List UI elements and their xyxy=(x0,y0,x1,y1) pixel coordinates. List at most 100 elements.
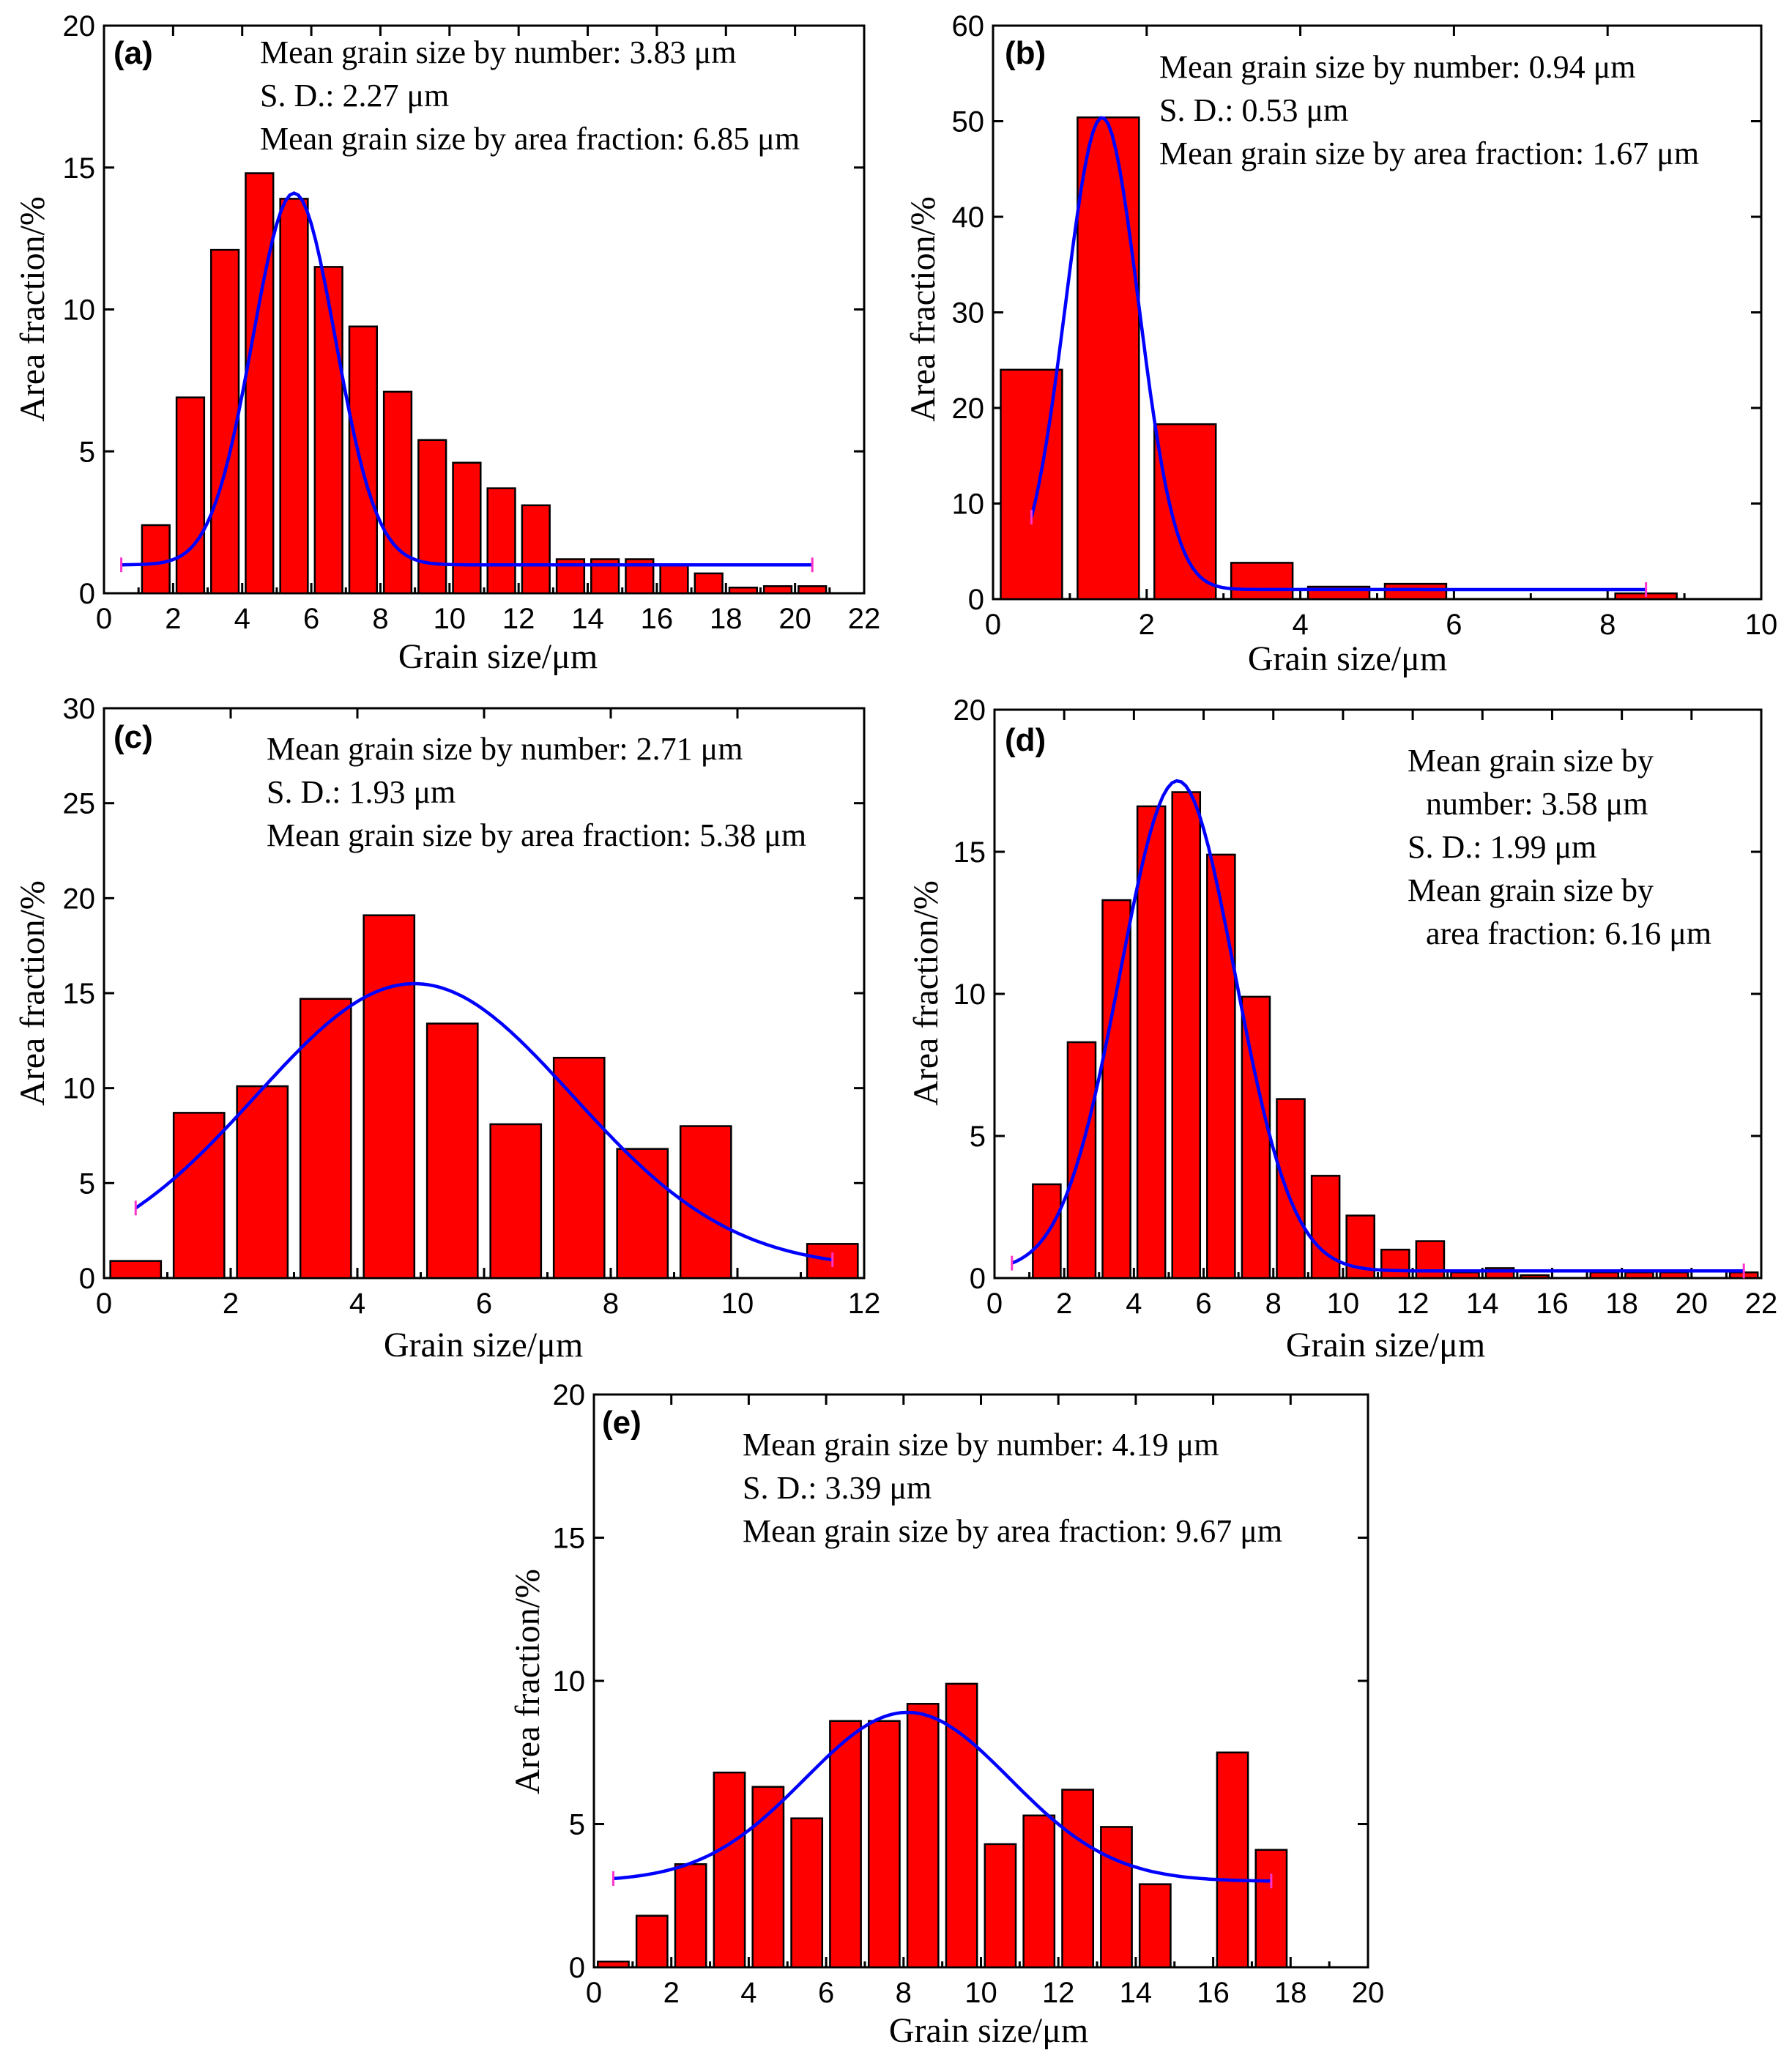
bar xyxy=(417,439,447,595)
x-tick-label: 4 xyxy=(1292,609,1308,641)
annotation-line: area fraction: 6.16 μm xyxy=(1426,916,1711,951)
x-tick-label: 12 xyxy=(1397,1288,1429,1320)
x-tick-label: 20 xyxy=(1676,1288,1709,1320)
x-tick-label: 0 xyxy=(985,609,1001,641)
x-tick-label: 2 xyxy=(663,1977,680,2009)
x-tick-label: 6 xyxy=(818,1977,834,2009)
bar xyxy=(1230,562,1294,601)
annotation-line: Mean grain size by xyxy=(1408,743,1654,779)
bar xyxy=(452,461,482,595)
bar xyxy=(679,1125,732,1280)
bar xyxy=(552,1056,606,1280)
x-tick-label: 12 xyxy=(1042,1977,1075,2009)
bar xyxy=(1206,853,1236,1280)
bar xyxy=(1066,1041,1097,1280)
bar xyxy=(1171,791,1202,1280)
y-tick-label: 10 xyxy=(553,1665,586,1698)
y-tick-label: 0 xyxy=(569,1952,585,1984)
annotation-line: Mean grain size by area fraction: 1.67 μ… xyxy=(1159,135,1699,171)
bar xyxy=(1136,805,1167,1280)
y-tick-label: 5 xyxy=(970,1121,986,1153)
y-axis-title: Area fraction/% xyxy=(13,196,52,422)
panel-label: (a) xyxy=(114,35,153,71)
bar xyxy=(299,998,352,1280)
bar xyxy=(1380,1248,1410,1280)
bar xyxy=(1241,995,1271,1280)
annotation-line: S. D.: 2.27 μm xyxy=(260,78,449,114)
y-tick-label: 5 xyxy=(79,436,95,468)
bar xyxy=(945,1682,978,1969)
x-tick-label: 8 xyxy=(1265,1288,1282,1320)
bar xyxy=(210,248,240,595)
y-tick-label: 15 xyxy=(63,152,96,185)
bar xyxy=(829,1720,862,1969)
x-tick-label: 6 xyxy=(1446,609,1462,641)
bar xyxy=(1520,1274,1550,1280)
panel-label: (e) xyxy=(602,1405,642,1441)
y-tick-label: 15 xyxy=(553,1523,586,1555)
x-tick-label: 8 xyxy=(603,1288,619,1320)
x-tick-label: 0 xyxy=(96,603,112,635)
fit-curve xyxy=(613,1710,1271,1883)
x-tick-label: 14 xyxy=(571,603,604,635)
bar xyxy=(521,504,551,595)
annotation-line: S. D.: 1.99 μm xyxy=(1408,829,1596,865)
x-axis-title: Grain size/μm xyxy=(384,1326,583,1364)
x-tick-label: 0 xyxy=(986,1288,1003,1320)
bar xyxy=(728,587,758,595)
bar xyxy=(363,914,416,1280)
x-tick-label: 10 xyxy=(721,1288,754,1320)
bar xyxy=(984,1843,1017,1969)
y-tick-label: 40 xyxy=(952,201,985,234)
x-tick-label: 0 xyxy=(586,1977,602,2009)
bar xyxy=(1254,1849,1288,1969)
annotation-line: Mean grain size by xyxy=(1408,872,1654,908)
x-tick-label: 16 xyxy=(1536,1288,1569,1320)
bar xyxy=(713,1771,746,1969)
x-tick-label: 20 xyxy=(1352,1977,1385,2009)
panel-label: (b) xyxy=(1005,35,1046,71)
bar xyxy=(1153,423,1217,601)
x-tick-label: 6 xyxy=(303,603,319,635)
bar xyxy=(597,1960,630,1969)
y-axis-title: Area fraction/% xyxy=(508,1569,547,1794)
x-tick-label: 8 xyxy=(896,1977,912,2009)
y-tick-label: 10 xyxy=(953,978,986,1011)
y-tick-label: 50 xyxy=(952,106,985,138)
panel-b: 0 10 20 30 40 50 60 0 2 4 6 8 10 (b) Mean grain siz… xyxy=(904,10,1777,678)
x-tick-label: 6 xyxy=(476,1288,492,1320)
x-axis-title: Grain size/μm xyxy=(1286,1326,1485,1364)
annotation-line: S. D.: 1.93 μm xyxy=(267,774,456,810)
bar xyxy=(1624,1271,1654,1280)
bar xyxy=(1216,1751,1249,1969)
annotation-line: S. D.: 3.39 μm xyxy=(743,1470,932,1506)
x-tick-label: 20 xyxy=(778,603,811,635)
bar xyxy=(906,1703,940,1969)
annotation-line: Mean grain size by area fraction: 5.38 μ… xyxy=(267,817,806,853)
y-tick-label: 60 xyxy=(952,10,985,42)
bar xyxy=(1383,582,1448,601)
x-tick-label: 2 xyxy=(165,603,181,635)
annotation-line: number: 3.58 μm xyxy=(1426,786,1648,822)
x-tick-label: 0 xyxy=(96,1288,112,1320)
x-tick-label: 8 xyxy=(1599,609,1616,641)
y-tick-label: 0 xyxy=(79,1263,95,1295)
bar xyxy=(141,524,171,595)
bar xyxy=(1022,1814,1056,1969)
annotation-line: S. D.: 0.53 μm xyxy=(1159,92,1348,128)
y-tick-label: 0 xyxy=(970,1263,986,1295)
fit-curve xyxy=(1030,116,1646,592)
x-tick-label: 10 xyxy=(964,1977,997,2009)
x-tick-label: 22 xyxy=(848,603,881,635)
bar xyxy=(348,325,378,595)
x-tick-label: 22 xyxy=(1745,1288,1778,1320)
bar xyxy=(1100,1826,1133,1969)
bar xyxy=(867,1720,901,1969)
x-tick-label: 16 xyxy=(641,603,674,635)
x-tick-label: 2 xyxy=(223,1288,239,1320)
panel-a: 0 5 10 15 20 0 2 4 6 8 10 12 14 16 18 20 22 (a) Mean gr… xyxy=(13,10,880,676)
bar xyxy=(382,390,413,595)
y-tick-label: 10 xyxy=(63,294,96,327)
annotation-line: Mean grain size by number: 0.94 μm xyxy=(1159,49,1635,85)
bar xyxy=(674,1863,707,1969)
